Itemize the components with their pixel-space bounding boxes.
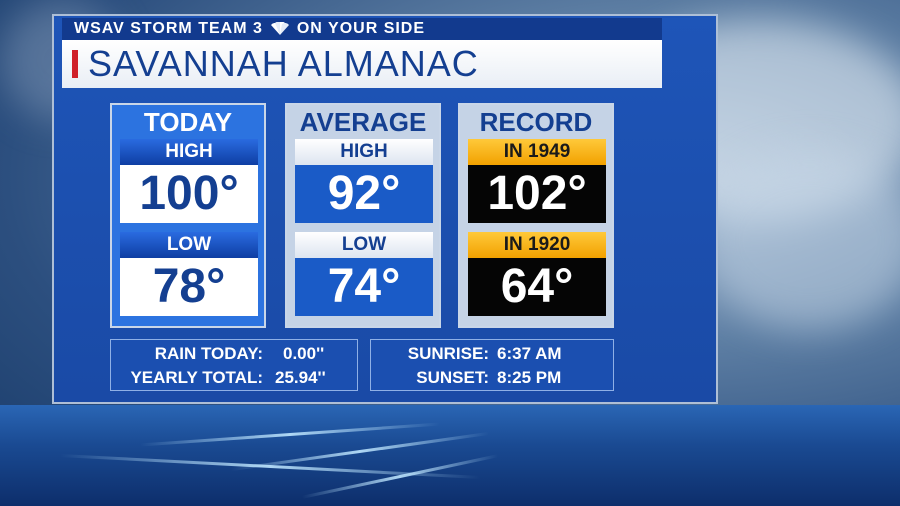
today-low-label: LOW — [120, 232, 258, 258]
title-bar: SAVANNAH ALMANAC — [62, 40, 662, 88]
page-title: SAVANNAH ALMANAC — [88, 43, 479, 84]
average-low-label: LOW — [295, 232, 433, 258]
average-column: AVERAGE HIGH 92° LOW 74° — [285, 103, 441, 328]
record-low-year: IN 1920 — [468, 232, 606, 258]
record-high-year: IN 1949 — [468, 139, 606, 165]
column-heading: TODAY — [143, 107, 233, 137]
average-high-value: 92° — [295, 165, 433, 223]
background-floor — [0, 405, 900, 506]
record-low-value: 64° — [468, 258, 606, 316]
column-heading: AVERAGE — [299, 107, 427, 137]
rain-today-value: 0.00'' — [283, 344, 325, 363]
rain-today-label: RAIN TODAY: — [154, 344, 263, 363]
station-tagline: ON YOUR SIDE — [296, 20, 426, 37]
nbc-peacock-icon — [270, 22, 289, 35]
average-high-label: HIGH — [295, 139, 433, 165]
rain-box: RAIN TODAY: 0.00'' YEARLY TOTAL: 25.94'' — [110, 339, 358, 391]
background-cloud — [700, 150, 900, 330]
average-low-value: 74° — [295, 258, 433, 316]
yearly-total-label: YEARLY TOTAL: — [130, 368, 263, 387]
today-low-value: 78° — [120, 258, 258, 316]
station-name: WSAV STORM TEAM 3 — [74, 20, 263, 37]
station-bar: WSAV STORM TEAM 3 ON YOUR SIDE — [62, 18, 662, 40]
sunset-label: SUNSET: — [416, 368, 489, 387]
today-high-label: HIGH — [120, 139, 258, 165]
sun-box: SUNRISE: 6:37 AM SUNSET: 8:25 PM — [370, 339, 614, 391]
sunrise-value: 6:37 AM — [497, 344, 562, 363]
sunrise-label: SUNRISE: — [407, 344, 489, 363]
record-high-value: 102° — [468, 165, 606, 223]
column-heading: RECORD — [479, 107, 593, 137]
yearly-total-value: 25.94'' — [275, 368, 326, 387]
record-column: RECORD IN 1949 102° IN 1920 64° — [458, 103, 614, 328]
today-high-value: 100° — [120, 165, 258, 223]
title-accent — [72, 50, 78, 78]
today-column: TODAY HIGH 100° LOW 78° — [110, 103, 266, 328]
sunset-value: 8:25 PM — [497, 368, 562, 387]
